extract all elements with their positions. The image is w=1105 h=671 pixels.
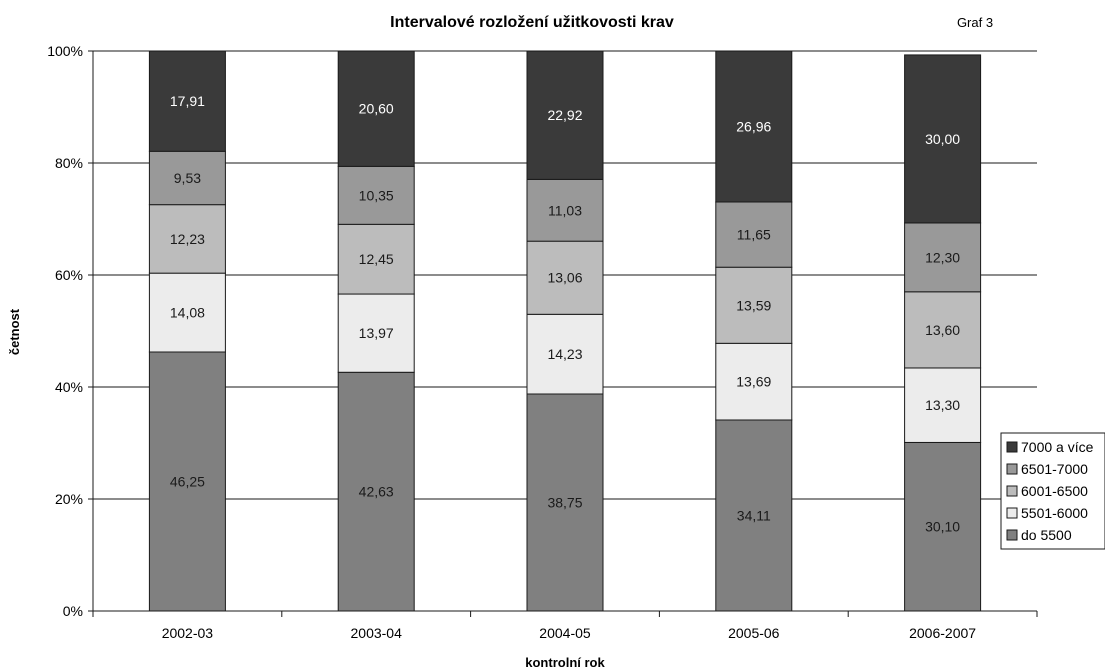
bar-segment bbox=[904, 222, 982, 293]
data-label: 13,06 bbox=[547, 270, 582, 286]
legend-swatch bbox=[1006, 507, 1018, 519]
data-label: 13,97 bbox=[359, 325, 394, 341]
data-label: 34,11 bbox=[737, 507, 771, 523]
data-label: 11,03 bbox=[548, 202, 582, 218]
data-label: 46,25 bbox=[170, 474, 205, 490]
legend-swatch bbox=[1006, 529, 1018, 541]
data-label: 30,00 bbox=[925, 131, 960, 147]
chart-note: Graf 3 bbox=[957, 15, 993, 30]
legend-label: 5501-6000 bbox=[1021, 505, 1088, 521]
axes: 0% 20% 40% 60% 80% 100% 2002-03 2003-04 2004-05 2… bbox=[47, 43, 1038, 641]
bar-segment bbox=[526, 313, 604, 395]
data-label: 30,10 bbox=[925, 519, 960, 535]
bar-segment bbox=[904, 291, 982, 369]
legend-label: 6501-7000 bbox=[1021, 461, 1088, 477]
bar-segment bbox=[715, 419, 793, 612]
data-label: 14,08 bbox=[170, 305, 205, 321]
data-label: 14,23 bbox=[547, 346, 582, 362]
data-label: 22,92 bbox=[547, 107, 582, 123]
data-label: 13,59 bbox=[736, 297, 771, 313]
y-tick-label: 100% bbox=[47, 43, 83, 59]
y-tick-label: 40% bbox=[55, 379, 83, 395]
data-label: 12,30 bbox=[925, 249, 960, 265]
data-label: 10,35 bbox=[359, 187, 394, 203]
legend-box bbox=[1000, 432, 1105, 550]
x-axis-title: kontrolní rok bbox=[525, 655, 605, 670]
legend-swatch bbox=[1006, 463, 1018, 475]
legend-label: 7000 a více bbox=[1021, 439, 1094, 455]
x-tick-label: 2005-06 bbox=[728, 625, 780, 641]
y-tick-label: 20% bbox=[55, 491, 83, 507]
bar-segment bbox=[148, 50, 226, 152]
bar-segment bbox=[904, 54, 982, 224]
bar-segment bbox=[337, 50, 415, 167]
y-tick-label: 0% bbox=[63, 603, 83, 619]
data-label: 12,23 bbox=[170, 231, 205, 247]
bars: 46,25 14,08 12,23 9,53 17,91 42,63 13,97 12,45 1… bbox=[148, 50, 982, 612]
x-tick-label: 2003-04 bbox=[351, 625, 403, 641]
legend-swatch bbox=[1006, 441, 1018, 453]
y-axis-title: četnost bbox=[7, 308, 22, 355]
data-label: 13,60 bbox=[925, 322, 960, 338]
bar-segment bbox=[904, 441, 982, 612]
data-label: 26,96 bbox=[736, 118, 771, 134]
bar-segment bbox=[148, 272, 226, 353]
bar-segment bbox=[715, 266, 793, 344]
bar-segment bbox=[526, 178, 604, 242]
bar-segment bbox=[148, 351, 226, 612]
bar-segment bbox=[526, 393, 604, 612]
x-tick-label: 2002-03 bbox=[162, 625, 214, 641]
bar-segment bbox=[526, 50, 604, 180]
data-label: 17,91 bbox=[170, 93, 205, 109]
y-tick-label: 80% bbox=[55, 155, 83, 171]
data-label: 20,60 bbox=[359, 101, 394, 117]
legend: 7000 a více 6501-7000 6001-6500 5501-6000 do… bbox=[1000, 432, 1105, 550]
x-tick-label: 2004-05 bbox=[539, 625, 591, 641]
chart-title: Intervalové rozložení užitkovosti krav bbox=[390, 14, 674, 31]
bar-segment bbox=[337, 223, 415, 295]
bar-segment bbox=[715, 50, 793, 203]
data-label: 12,45 bbox=[359, 251, 394, 267]
bar-segment bbox=[526, 240, 604, 315]
data-label: 13,30 bbox=[925, 397, 960, 413]
bar-segment bbox=[715, 201, 793, 268]
data-label: 38,75 bbox=[547, 495, 582, 511]
bar-segment bbox=[337, 165, 415, 225]
data-label: 9,53 bbox=[174, 170, 201, 186]
legend-swatch bbox=[1006, 485, 1018, 497]
y-tick-label: 60% bbox=[55, 267, 83, 283]
bar-segment bbox=[715, 342, 793, 421]
x-tick-label: 2006-2007 bbox=[909, 625, 976, 641]
legend-label: 6001-6500 bbox=[1021, 483, 1088, 499]
bar-segment bbox=[337, 293, 415, 373]
bar-segment bbox=[904, 367, 982, 443]
data-label: 13,69 bbox=[736, 374, 771, 390]
data-label: 42,63 bbox=[359, 484, 394, 500]
data-label: 11,65 bbox=[737, 227, 771, 243]
legend-label: do 5500 bbox=[1021, 527, 1072, 543]
